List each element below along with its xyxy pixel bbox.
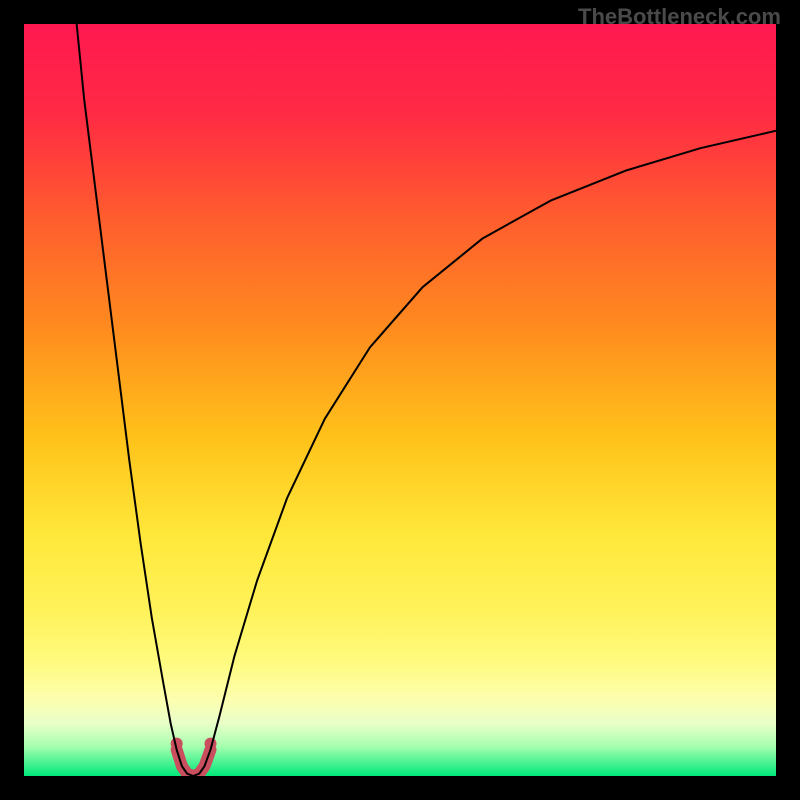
chart-frame [24,24,776,776]
chart-background [24,24,776,776]
watermark-text: TheBottleneck.com [578,4,781,30]
bottleneck-chart [24,24,776,776]
